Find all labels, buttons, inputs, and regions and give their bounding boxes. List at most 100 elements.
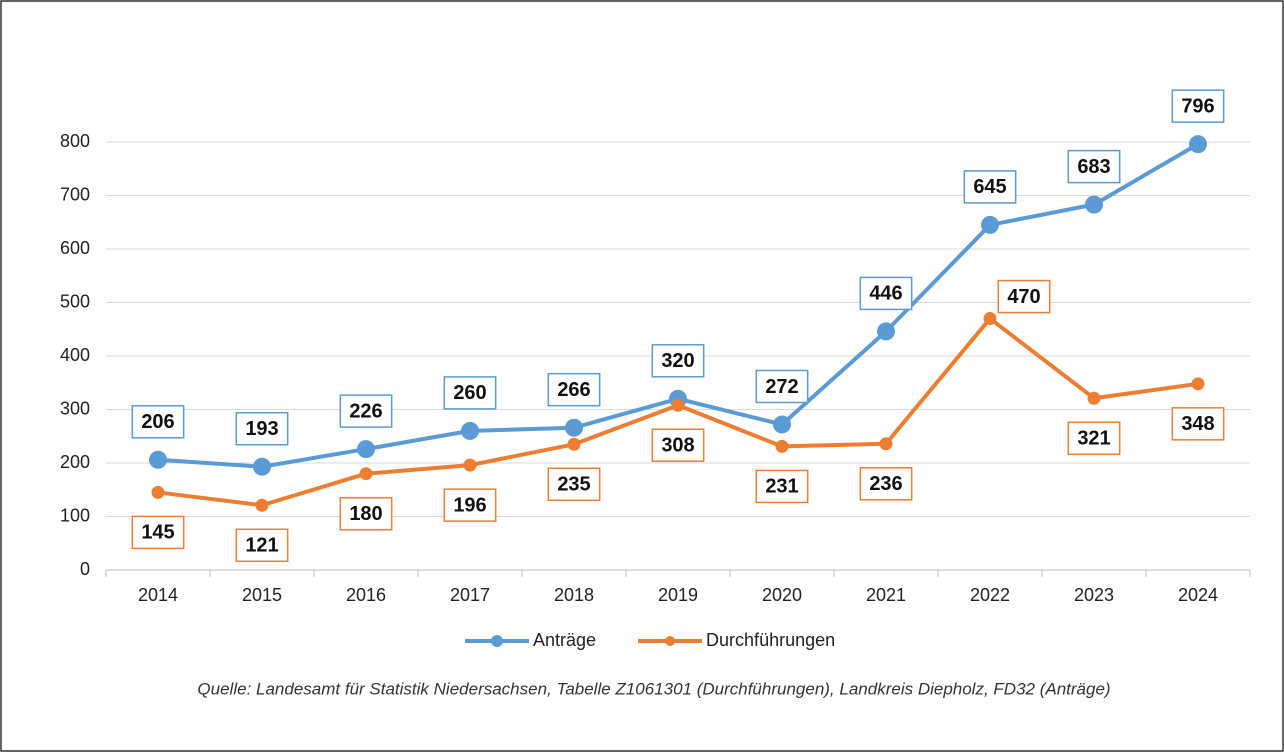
- point: [565, 418, 583, 437]
- data-label: 308: [651, 428, 705, 462]
- point: [877, 322, 895, 341]
- x-tick-label: 2014: [138, 585, 178, 605]
- point: [463, 458, 477, 472]
- value-label: 260: [453, 382, 486, 404]
- data-label: 320: [651, 344, 705, 378]
- value-label: 645: [973, 176, 1006, 198]
- point: [773, 415, 791, 434]
- x-tick-label: 2016: [346, 585, 386, 605]
- value-label: 180: [349, 503, 382, 525]
- data-label: 796: [1171, 89, 1225, 123]
- data-label: 145: [131, 515, 185, 550]
- value-label: 320: [661, 350, 694, 372]
- value-label: 193: [245, 418, 278, 440]
- x-tick-label: 2024: [1178, 585, 1218, 605]
- data-label: 645: [963, 170, 1017, 204]
- data-label: 272: [755, 369, 809, 404]
- label-box: [443, 376, 497, 410]
- data-label: 226: [339, 394, 393, 428]
- legend-label: Durchführungen: [706, 630, 835, 650]
- x-tick-label: 2022: [970, 585, 1010, 605]
- label-box: [131, 405, 185, 439]
- data-label: 196: [443, 488, 497, 522]
- x-tick-label: 2015: [242, 585, 282, 605]
- value-label: 145: [141, 522, 174, 544]
- y-tick-label: 500: [60, 291, 90, 311]
- point: [1087, 391, 1101, 405]
- x-tick-label: 2021: [866, 585, 906, 605]
- label-box: [339, 394, 393, 428]
- point: [1085, 195, 1103, 214]
- source-note: Quelle: Landesamt für Statistik Niedersa…: [197, 679, 1110, 698]
- legend-marker: [665, 636, 676, 646]
- y-tick-label: 700: [60, 184, 90, 204]
- data-label: 266: [547, 372, 601, 407]
- label-box: [547, 467, 601, 502]
- label-box: [963, 170, 1017, 204]
- y-tick-label: 0: [80, 559, 90, 579]
- point: [775, 439, 789, 453]
- point: [357, 440, 375, 459]
- point: [567, 437, 581, 451]
- data-label: 236: [859, 466, 913, 501]
- value-label: 683: [1077, 156, 1110, 178]
- point: [879, 437, 893, 451]
- label-box: [235, 528, 289, 563]
- value-label: 321: [1077, 428, 1110, 450]
- point: [461, 421, 479, 440]
- value-label: 272: [765, 376, 798, 398]
- value-label: 231: [765, 476, 798, 498]
- label-box: [443, 488, 497, 522]
- label-box: [651, 428, 705, 462]
- data-label: 470: [997, 279, 1051, 314]
- data-label: 235: [547, 467, 601, 502]
- label-box: [1067, 421, 1121, 456]
- point: [255, 498, 269, 512]
- x-tick-label: 2023: [1074, 585, 1114, 605]
- point: [671, 398, 685, 412]
- y-tick-label: 400: [60, 345, 90, 365]
- data-label: 348: [1171, 407, 1225, 441]
- data-label: 206: [131, 405, 185, 439]
- x-tick-label: 2020: [762, 585, 802, 605]
- value-label: 348: [1181, 413, 1214, 435]
- point: [1191, 377, 1205, 391]
- data-label: 193: [235, 411, 289, 446]
- y-tick-label: 800: [60, 131, 90, 151]
- x-tick-label: 2018: [554, 585, 594, 605]
- label-box: [235, 411, 289, 446]
- y-tick-label: 200: [60, 452, 90, 472]
- label-box: [131, 515, 185, 550]
- x-tick-label: 2017: [450, 585, 490, 605]
- label-box: [1171, 89, 1225, 123]
- x-tick-label: 2019: [658, 585, 698, 605]
- label-box: [859, 276, 913, 311]
- label-box: [1067, 149, 1121, 184]
- value-label: 470: [1007, 286, 1040, 308]
- point: [1189, 135, 1207, 154]
- value-label: 308: [661, 435, 694, 457]
- label-box: [755, 469, 809, 504]
- data-label: 231: [755, 469, 809, 504]
- y-tick-label: 300: [60, 398, 90, 418]
- value-label: 226: [349, 400, 382, 422]
- value-label: 235: [557, 474, 590, 496]
- data-label: 121: [235, 528, 289, 563]
- value-label: 236: [869, 473, 902, 495]
- point: [253, 457, 271, 476]
- legend-label: Anträge: [533, 630, 596, 650]
- value-label: 796: [1181, 95, 1214, 117]
- value-label: 206: [141, 411, 174, 433]
- label-box: [339, 496, 393, 531]
- value-label: 446: [869, 283, 902, 305]
- y-tick-label: 600: [60, 238, 90, 258]
- data-label: 321: [1067, 421, 1121, 456]
- data-label: 180: [339, 496, 393, 531]
- y-tick-label: 100: [60, 505, 90, 525]
- point: [359, 467, 373, 481]
- data-label: 683: [1067, 149, 1121, 184]
- legend-marker: [491, 635, 503, 647]
- label-box: [547, 372, 601, 407]
